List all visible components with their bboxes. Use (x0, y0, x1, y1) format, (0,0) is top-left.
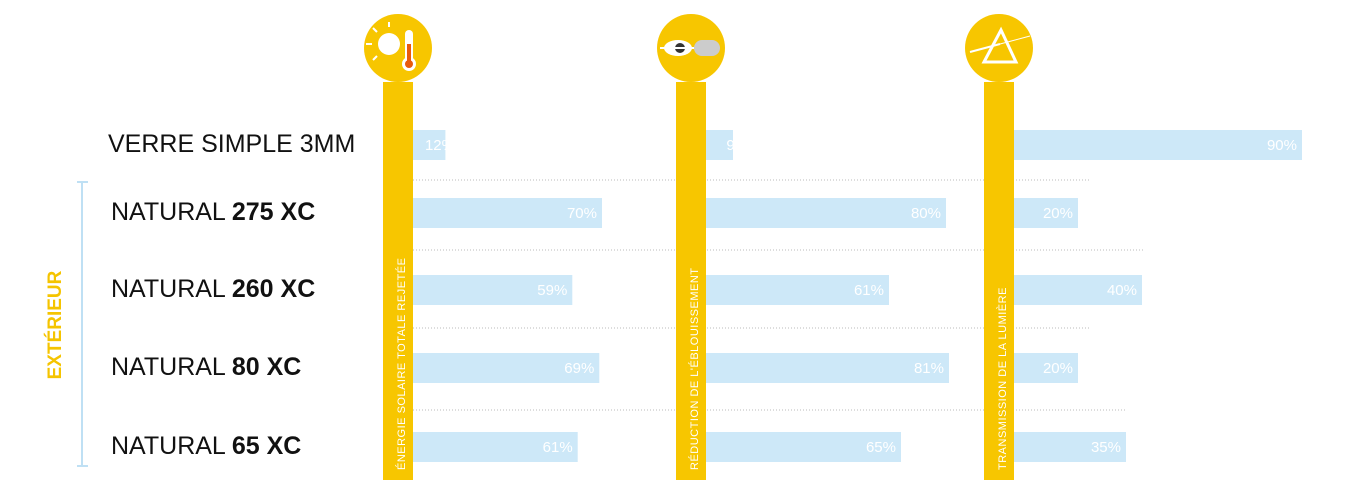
bar (706, 432, 901, 462)
row-name: NATURAL (111, 275, 226, 303)
value-label: 65% (866, 439, 896, 456)
value-label: 69% (564, 360, 594, 377)
value-label: 61% (854, 282, 884, 299)
metric-label: RÉDUCTION DE L'ÉBLOUISSEMENT (688, 267, 701, 470)
metric-column (676, 82, 706, 480)
bar (413, 130, 446, 160)
metric-column (984, 82, 1014, 480)
bar (1014, 432, 1126, 462)
value-label: 9% (726, 137, 748, 154)
bar (413, 275, 573, 305)
icon-light (965, 14, 1033, 82)
bar (413, 432, 578, 462)
row-name: NATURAL (111, 432, 226, 460)
group-label: EXTÉRIEUR (44, 270, 66, 379)
bar (1014, 353, 1078, 383)
value-label: 59% (537, 282, 567, 299)
value-label: 81% (914, 360, 944, 377)
bar (706, 353, 949, 383)
row-model: 275 XC (232, 198, 315, 226)
group-bracket (77, 181, 88, 467)
value-label: 20% (1043, 205, 1073, 222)
bar (706, 275, 889, 305)
value-label: 80% (911, 205, 941, 222)
bar (1014, 130, 1302, 160)
row-name: NATURAL (111, 198, 226, 226)
metric-label: ÉNERGIE SOLAIRE TOTALE REJETÉE (395, 258, 408, 470)
bar (706, 198, 946, 228)
value-label: 40% (1107, 282, 1137, 299)
row-name: NATURAL (111, 353, 226, 381)
bar (413, 198, 602, 228)
row-label: NATURAL 260 XC (111, 275, 315, 303)
value-label: 61% (543, 439, 573, 456)
bar (413, 353, 600, 383)
row-model: 80 XC (232, 353, 301, 381)
value-label: 20% (1043, 360, 1073, 377)
icon-glare (657, 14, 725, 82)
row-model: 65 XC (232, 432, 301, 460)
value-label: 70% (567, 205, 597, 222)
row-label: VERRE SIMPLE 3MM (108, 130, 355, 158)
value-label: 35% (1091, 439, 1121, 456)
bar (706, 130, 733, 160)
bar (1014, 198, 1078, 228)
row-label: NATURAL 80 XC (111, 353, 301, 381)
row-model: 260 XC (232, 275, 315, 303)
separators (413, 179, 1145, 411)
row-label: NATURAL 65 XC (111, 432, 301, 460)
icon-energy (364, 14, 432, 82)
metric-label: TRANSMISSION DE LA LUMIÈRE (996, 287, 1009, 470)
row-name: VERRE SIMPLE 3MM (108, 130, 355, 158)
metric-column (383, 82, 413, 480)
row-label: NATURAL 275 XC (111, 198, 315, 226)
value-label: 90% (1267, 137, 1297, 154)
bar (1014, 275, 1142, 305)
value-label: 12% (425, 137, 455, 154)
